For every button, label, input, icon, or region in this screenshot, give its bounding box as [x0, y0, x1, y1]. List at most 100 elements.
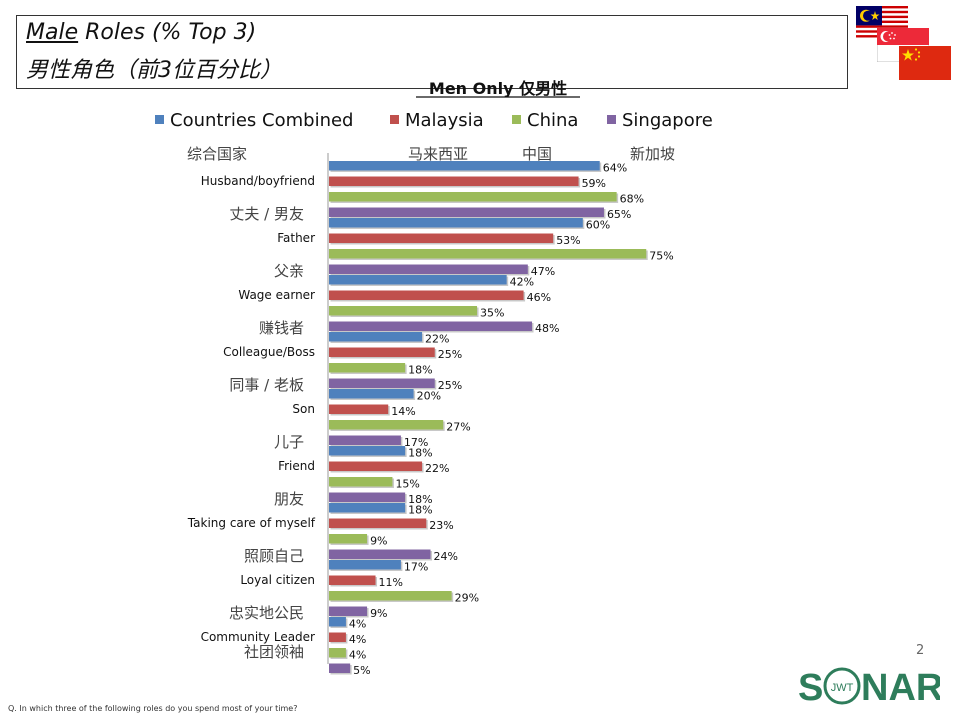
- title-underlined-word: Male: [26, 20, 79, 45]
- page-number: 2: [916, 643, 925, 658]
- bar-5-2: [329, 477, 393, 487]
- logo-nar: NAR: [861, 667, 940, 708]
- bar-4-2: [329, 420, 444, 430]
- category-label-zh-6: 照顾自己: [244, 547, 304, 565]
- bar-value-label: 42%: [510, 276, 534, 289]
- legend-swatch-1: [390, 115, 399, 124]
- bar-value-label: 22%: [425, 462, 449, 475]
- category-label-1: Father: [277, 231, 315, 245]
- category-label-7: Loyal citizen: [240, 573, 315, 587]
- category-label-4: Son: [292, 402, 315, 416]
- bar-1-0: [329, 218, 583, 228]
- bar-3-1: [329, 347, 435, 357]
- bar-value-label: 4%: [349, 649, 366, 662]
- category-label-zh-8: 社团领袖: [244, 643, 304, 661]
- bar-8-3: [329, 663, 351, 673]
- title-box: [16, 15, 848, 89]
- bar-value-label: 4%: [349, 618, 366, 631]
- logo-ring-text: JWT: [831, 682, 854, 694]
- china-flag-icon: [899, 46, 951, 80]
- bar-value-label: 20%: [417, 390, 441, 403]
- category-label-zh-7: 忠实地公民: [229, 604, 304, 622]
- category-label-5: Friend: [278, 459, 315, 473]
- bar-value-label: 48%: [535, 322, 559, 335]
- logo-ring: [823, 667, 861, 705]
- bar-3-0: [329, 332, 423, 342]
- category-label-8: Community Leader: [201, 630, 315, 644]
- category-label-zh-0: 丈夫 / 男友: [229, 205, 304, 223]
- chart-legend: Countries Combined Malaysia China Singapore: [155, 110, 713, 131]
- bar-value-label: 64%: [603, 162, 627, 175]
- category-label-zh-2: 赚钱者: [259, 319, 304, 337]
- bar-value-label: 75%: [649, 250, 673, 263]
- bar-8-2: [329, 648, 346, 658]
- legend-swatch-2: [512, 115, 521, 124]
- bar-5-3: [329, 492, 406, 502]
- bar-value-label: 9%: [370, 535, 387, 548]
- bar-value-label: 14%: [391, 405, 415, 418]
- bar-0-0: [329, 161, 600, 171]
- bar-value-label: 46%: [527, 291, 551, 304]
- bar-value-label: 4%: [349, 633, 366, 646]
- bar-6-3: [329, 549, 431, 559]
- chart-bars: 64% 59% 68% 65%60% 53% 75% 47%42% 46% 35% 48% 22% 2…: [329, 161, 674, 677]
- bar-value-label: 22%: [425, 333, 449, 346]
- bar-0-3: [329, 207, 604, 217]
- bar-4-0: [329, 389, 414, 399]
- page-title: Male Roles (% Top 3): [26, 20, 256, 45]
- bar-value-label: 25%: [438, 348, 462, 361]
- bar-value-label: 25%: [438, 379, 462, 392]
- legend-label-1: Malaysia: [405, 110, 484, 131]
- bar-2-2: [329, 306, 478, 316]
- chart-title: Men Only 仅男性: [429, 79, 567, 98]
- logo-s: S: [798, 667, 823, 708]
- category-label-zh-5: 朋友: [274, 490, 304, 508]
- category-label-zh-3: 同事 / 老板: [229, 376, 304, 394]
- page-title-zh: 男性角色（前3位百分比）: [26, 58, 282, 83]
- legend-zh-label-1: 马来西亚: [408, 145, 468, 163]
- category-label-0: Husband/boyfriend: [201, 174, 315, 188]
- chart-legend-zh: 综合国家 马来西亚 中国 新加坡: [187, 145, 675, 163]
- bar-value-label: 59%: [582, 177, 606, 190]
- bar-value-label: 65%: [607, 208, 631, 221]
- bar-value-label: 53%: [556, 234, 580, 247]
- bar-6-2: [329, 534, 368, 544]
- bar-5-0: [329, 446, 406, 456]
- bar-3-2: [329, 363, 406, 373]
- bar-6-1: [329, 518, 427, 528]
- bar-7-2: [329, 591, 452, 601]
- bar-value-label: 9%: [370, 607, 387, 620]
- bar-8-0: [329, 617, 346, 627]
- category-label-6: Taking care of myself: [187, 516, 316, 530]
- bar-7-0: [329, 560, 401, 570]
- bar-value-label: 27%: [446, 421, 470, 434]
- legend-label-3: Singapore: [622, 110, 713, 131]
- bar-value-label: 60%: [586, 219, 610, 232]
- bar-5-1: [329, 461, 423, 471]
- category-label-zh-4: 儿子: [274, 433, 304, 451]
- legend-swatch-3: [607, 115, 616, 124]
- category-label-3: Colleague/Boss: [223, 345, 315, 359]
- bar-7-3: [329, 606, 368, 616]
- bar-value-label: 18%: [408, 364, 432, 377]
- bar-1-1: [329, 233, 554, 243]
- bar-value-label: 29%: [455, 592, 479, 605]
- sonar-logo: S JWT NAR: [798, 667, 940, 708]
- category-label-2: Wage earner: [238, 288, 315, 302]
- footnote: Q. In which three of the following roles…: [8, 704, 298, 713]
- bar-0-2: [329, 192, 617, 202]
- bar-value-label: 15%: [395, 478, 419, 491]
- legend-label-2: China: [527, 110, 578, 131]
- category-label-zh-1: 父亲: [274, 262, 304, 280]
- legend-zh-label-0: 综合国家: [187, 145, 247, 163]
- bar-value-label: 17%: [404, 561, 428, 574]
- bar-value-label: 24%: [434, 550, 458, 563]
- bar-value-label: 5%: [353, 664, 370, 677]
- bar-value-label: 18%: [408, 493, 432, 506]
- bar-value-label: 18%: [408, 504, 432, 517]
- bar-chart: Men Only 仅男性 Countries Combined Malaysia C…: [155, 79, 713, 677]
- title-rest: Roles (% Top 3): [78, 20, 257, 45]
- bar-2-0: [329, 275, 507, 285]
- category-labels: Husband/boyfriend 丈夫 / 男友 Father 父亲 Wage ear…: [187, 174, 316, 661]
- legend-label-0: Countries Combined: [170, 110, 353, 131]
